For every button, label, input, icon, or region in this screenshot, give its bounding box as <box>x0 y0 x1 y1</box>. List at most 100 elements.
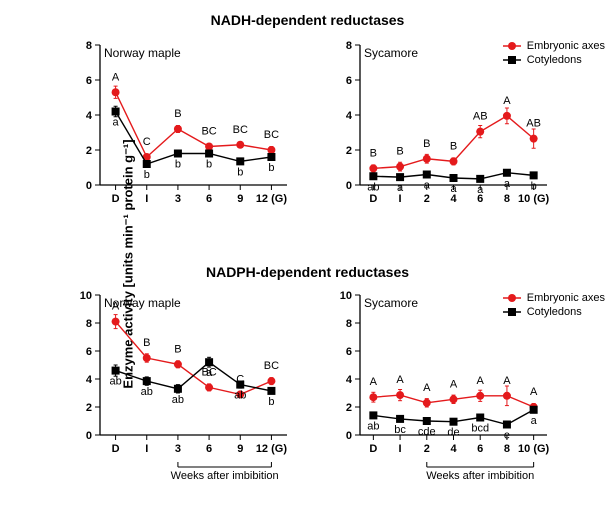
svg-text:bcd: bcd <box>471 423 489 435</box>
svg-text:ab: ab <box>367 420 379 432</box>
svg-text:a: a <box>424 180 431 192</box>
svg-text:2: 2 <box>424 193 430 205</box>
svg-text:8: 8 <box>346 40 352 52</box>
svg-text:9: 9 <box>237 193 243 205</box>
chart-svg: 02468DI246810 (G)BBBBABAABabaaaaabSycamo… <box>325 35 555 215</box>
svg-text:BC: BC <box>264 360 279 372</box>
svg-text:6: 6 <box>346 346 352 358</box>
svg-text:6: 6 <box>477 443 483 455</box>
svg-text:10: 10 <box>340 290 352 302</box>
svg-text:D: D <box>112 443 120 455</box>
svg-text:8: 8 <box>504 443 510 455</box>
svg-text:a: a <box>113 117 120 129</box>
svg-text:ab: ab <box>141 386 153 398</box>
svg-text:B: B <box>174 343 181 355</box>
svg-text:b: b <box>268 396 274 408</box>
svg-text:A: A <box>503 95 511 107</box>
svg-text:a: a <box>531 415 538 427</box>
svg-text:2: 2 <box>346 402 352 414</box>
svg-text:10 (G): 10 (G) <box>518 443 550 455</box>
figure: { "titles": { "top": "NADH-dependent red… <box>0 0 615 529</box>
svg-text:3: 3 <box>175 193 181 205</box>
svg-text:D: D <box>369 193 377 205</box>
svg-text:I: I <box>145 193 148 205</box>
svg-text:6: 6 <box>86 346 92 358</box>
svg-text:b: b <box>268 162 274 174</box>
svg-text:bc: bc <box>394 424 406 436</box>
svg-text:b: b <box>206 159 212 171</box>
svg-text:AB: AB <box>526 118 541 130</box>
svg-text:4: 4 <box>86 110 93 122</box>
svg-text:6: 6 <box>206 193 212 205</box>
svg-text:cde: cde <box>418 426 436 438</box>
svg-text:B: B <box>370 147 377 159</box>
svg-text:0: 0 <box>346 430 352 442</box>
svg-text:A: A <box>477 375 485 387</box>
svg-text:Sycamore: Sycamore <box>364 296 418 310</box>
svg-text:a: a <box>504 178 511 190</box>
svg-text:D: D <box>112 193 120 205</box>
svg-text:D: D <box>369 443 377 455</box>
svg-text:e: e <box>504 430 510 442</box>
svg-text:AB: AB <box>473 111 488 123</box>
svg-text:I: I <box>399 443 402 455</box>
svg-text:C: C <box>143 136 151 148</box>
svg-text:0: 0 <box>346 180 352 192</box>
svg-text:b: b <box>144 169 150 181</box>
svg-text:Norway maple: Norway maple <box>104 296 181 310</box>
svg-text:8: 8 <box>86 318 92 330</box>
svg-text:BC: BC <box>233 124 248 136</box>
svg-text:0: 0 <box>86 180 92 192</box>
panel-nadph-norway: 0246810DI36912 (G)ABBBCCBCabababaabbNorw… <box>65 285 295 495</box>
svg-text:Weeks after imbibition: Weeks after imbibition <box>171 470 279 482</box>
svg-text:6: 6 <box>206 443 212 455</box>
svg-text:ab: ab <box>172 394 184 406</box>
svg-text:BC: BC <box>201 126 216 138</box>
svg-text:a: a <box>477 184 484 196</box>
chart-svg: 02468DI36912 (G)ACBBCBCBCabbbbbNorway ma… <box>65 35 295 215</box>
svg-text:Norway maple: Norway maple <box>104 46 181 60</box>
svg-text:A: A <box>112 71 120 83</box>
svg-text:ab: ab <box>234 390 246 402</box>
svg-text:B: B <box>423 138 430 150</box>
svg-text:12 (G): 12 (G) <box>256 193 288 205</box>
svg-text:4: 4 <box>346 374 353 386</box>
svg-text:2: 2 <box>346 145 352 157</box>
svg-text:I: I <box>399 193 402 205</box>
svg-text:A: A <box>530 386 538 398</box>
svg-text:6: 6 <box>346 75 352 87</box>
svg-text:A: A <box>423 382 431 394</box>
svg-text:B: B <box>174 108 181 120</box>
svg-text:b: b <box>175 159 181 171</box>
svg-text:2: 2 <box>424 443 430 455</box>
svg-text:ab: ab <box>109 376 121 388</box>
svg-text:8: 8 <box>86 40 92 52</box>
weeks-bracket: Weeks after imbibition <box>325 462 555 482</box>
svg-text:9: 9 <box>237 443 243 455</box>
svg-text:0: 0 <box>86 430 92 442</box>
chart-svg: 0246810DI36912 (G)ABBBCCBCabababaabbNorw… <box>65 285 295 465</box>
panel-nadh-norway: 02468DI36912 (G)ACBBCBCBCabbbbbNorway ma… <box>65 35 295 215</box>
svg-text:I: I <box>145 443 148 455</box>
svg-text:b: b <box>531 180 537 192</box>
svg-text:A: A <box>450 378 458 390</box>
svg-text:a: a <box>397 182 404 194</box>
svg-text:8: 8 <box>346 318 352 330</box>
svg-text:2: 2 <box>86 145 92 157</box>
svg-text:4: 4 <box>346 110 353 122</box>
svg-text:10: 10 <box>80 290 92 302</box>
svg-text:4: 4 <box>450 443 457 455</box>
svg-text:3: 3 <box>175 443 181 455</box>
svg-text:Weeks after imbibition: Weeks after imbibition <box>426 470 534 482</box>
section-title-nadph: NADPH-dependent reductases <box>0 264 615 280</box>
panel-nadh-sycamore: 02468DI246810 (G)BBBBABAABabaaaaabSycamo… <box>325 35 555 215</box>
svg-text:ab: ab <box>367 181 379 193</box>
svg-text:A: A <box>503 375 511 387</box>
svg-text:4: 4 <box>86 374 93 386</box>
svg-text:8: 8 <box>504 193 510 205</box>
svg-text:B: B <box>396 146 403 158</box>
svg-text:BC: BC <box>264 129 279 141</box>
chart-svg: 0246810DI246810 (G)AAAAAAAabbccdedebcdea… <box>325 285 555 465</box>
svg-text:A: A <box>396 374 404 386</box>
svg-text:10 (G): 10 (G) <box>518 193 550 205</box>
